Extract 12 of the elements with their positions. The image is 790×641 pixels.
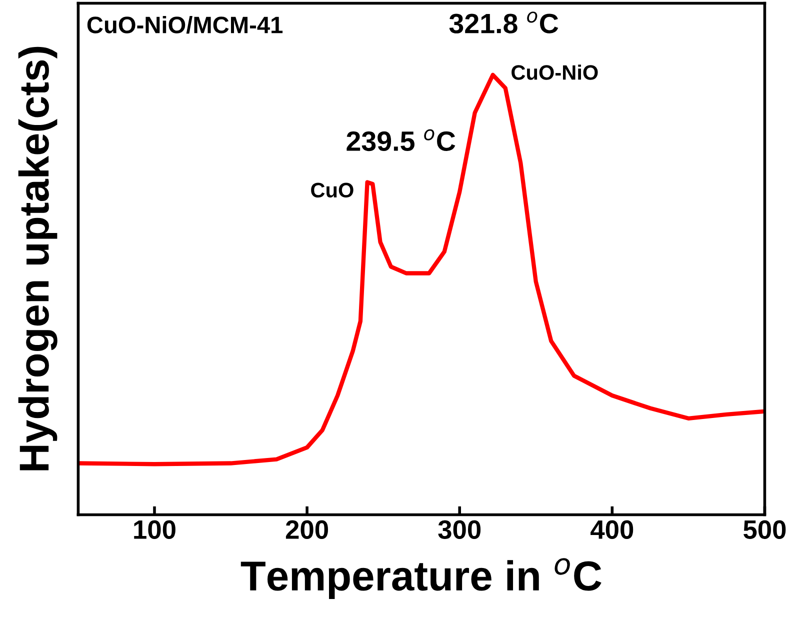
x-tick-label: 200 (286, 520, 328, 539)
x-tick-label: 300 (438, 520, 481, 540)
y-axis-title: Hydrogen uptake(cts) (18, 46, 58, 470)
x-tick-label: 400 (590, 520, 634, 539)
annotation: CuO (311, 182, 354, 198)
x-tick-label: 100 (134, 520, 176, 539)
text: CuO-NiO/MCM-41 (87, 16, 283, 34)
annotation: CuO-NiO (512, 64, 598, 80)
x-axis-title: Temperature in $^{o}$C (240, 558, 602, 599)
x-tick-label: 500 (744, 520, 786, 539)
annotation: 239.5 $^{o}$C (346, 129, 456, 152)
text: 321.8 $^{o}$C (449, 12, 558, 34)
